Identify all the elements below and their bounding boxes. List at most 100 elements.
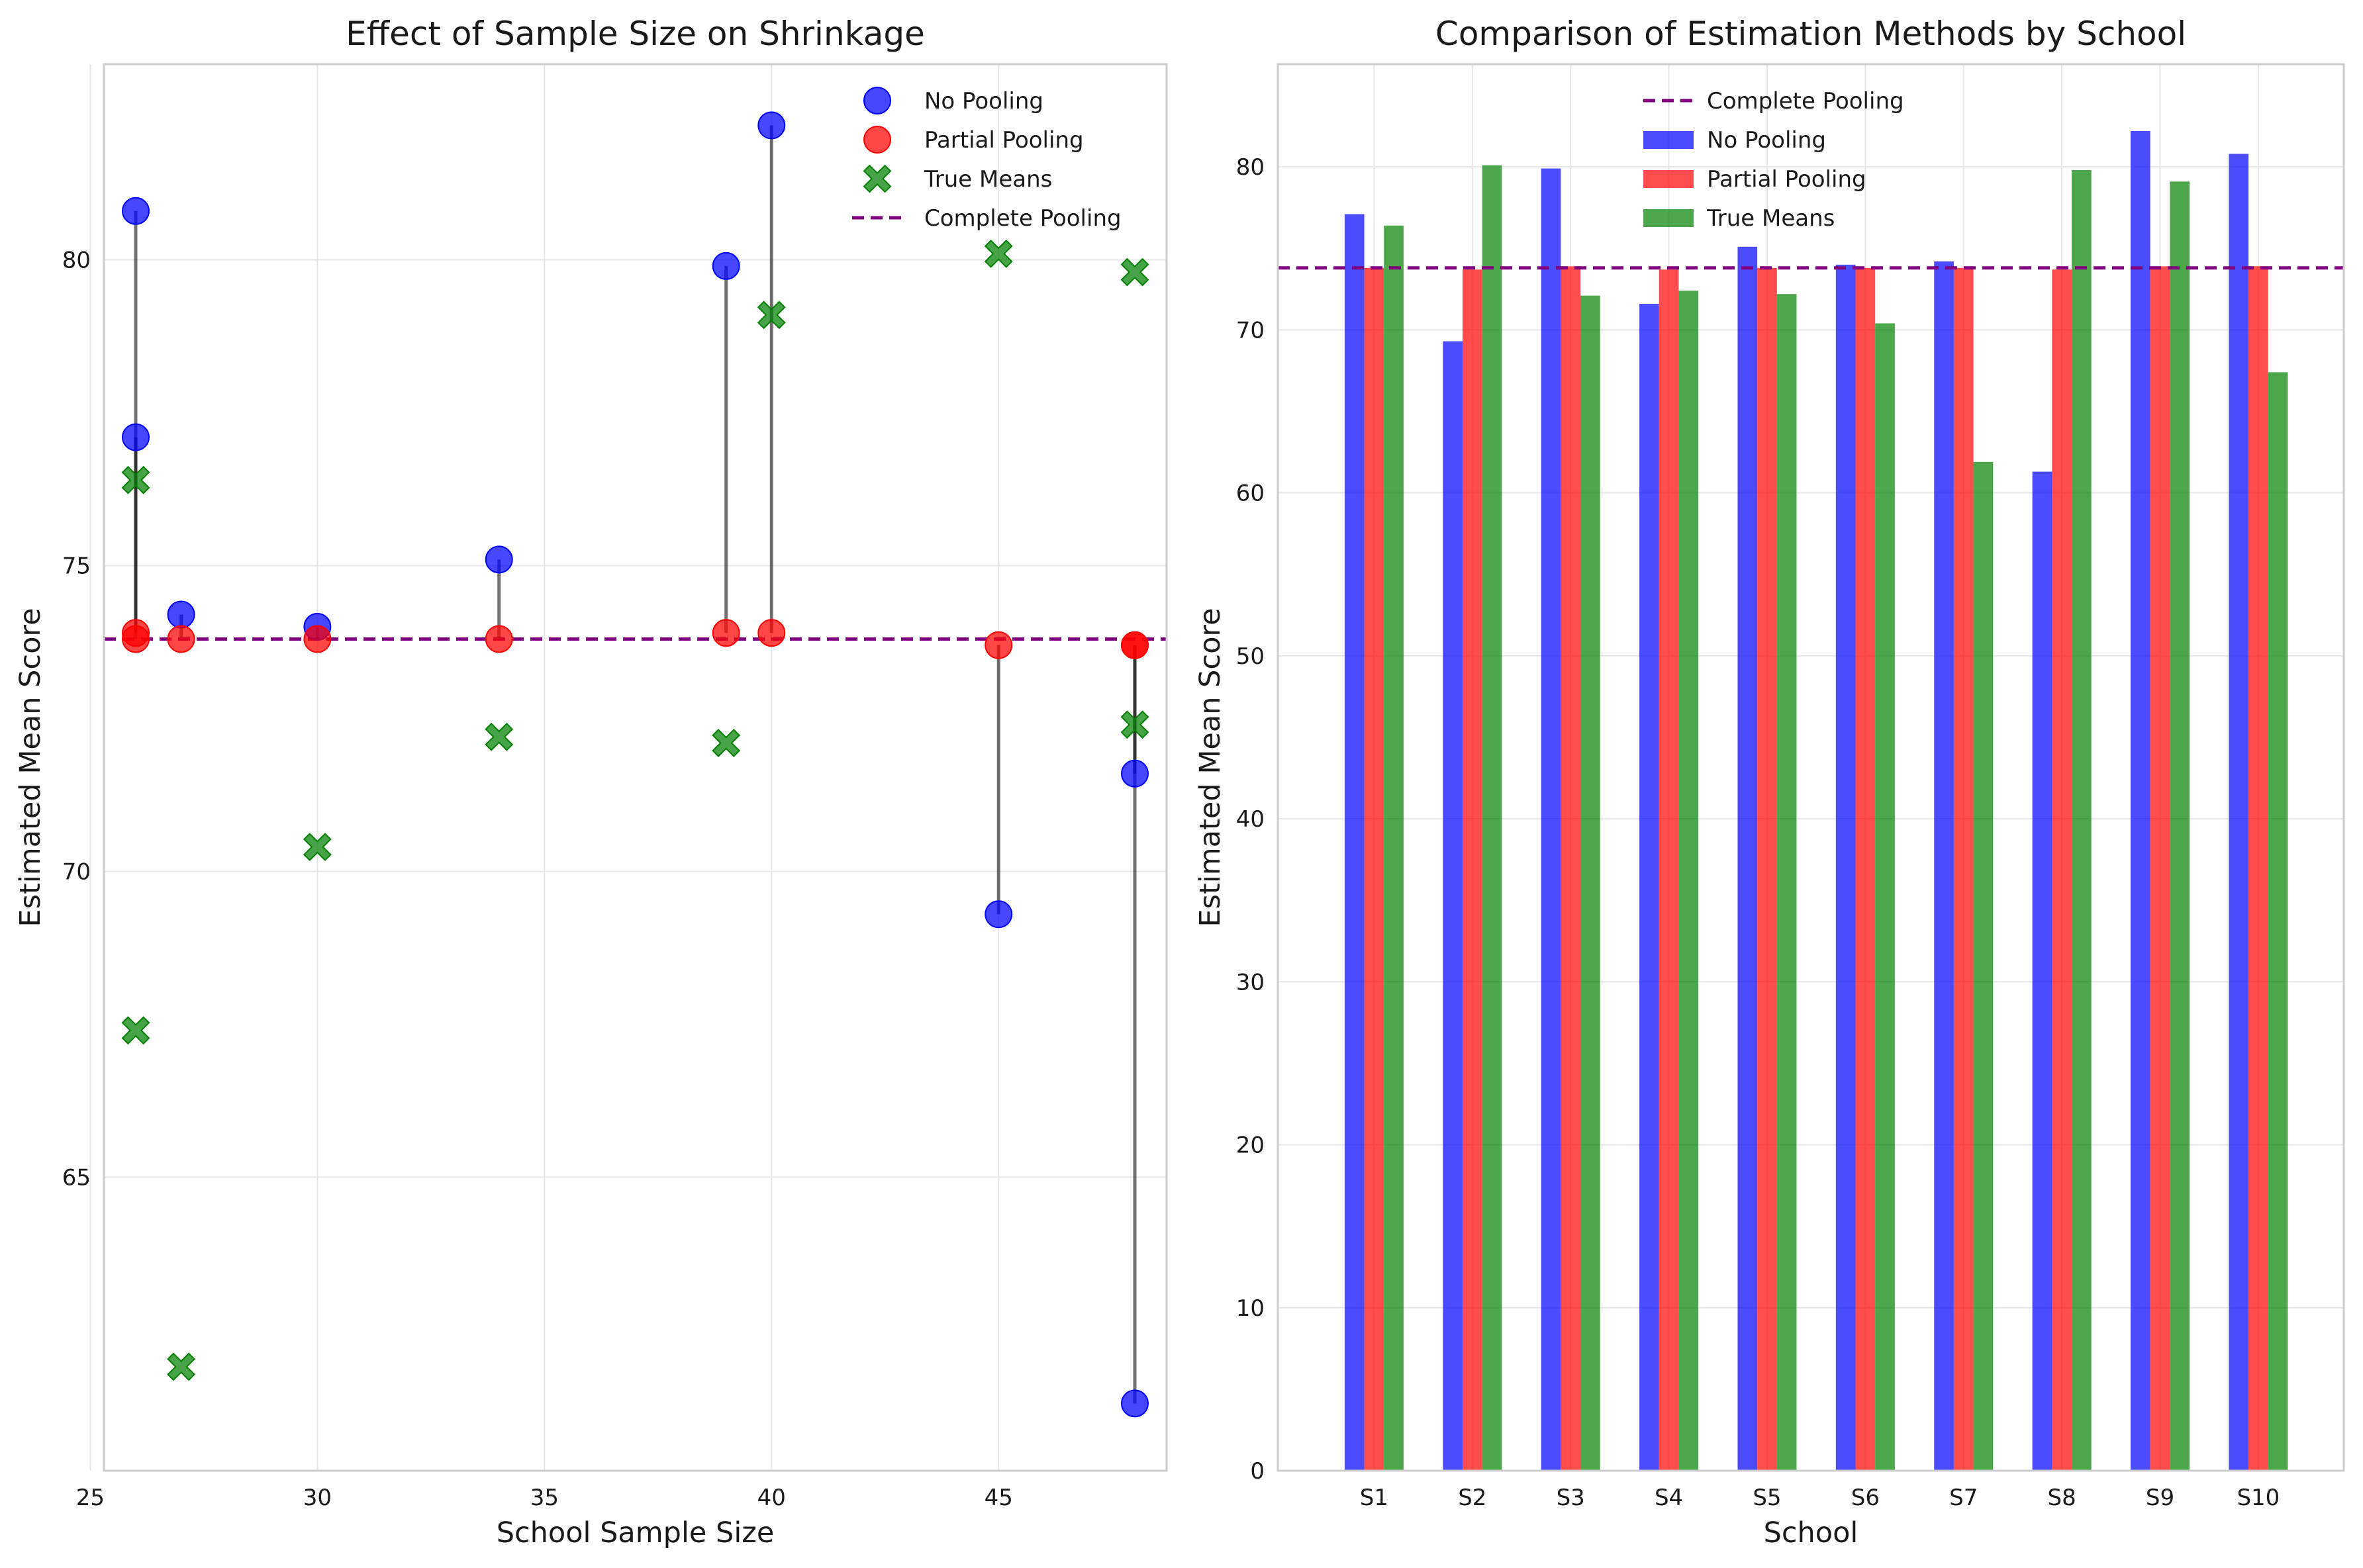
bar-partial-pooling bbox=[1855, 267, 1876, 1471]
true-mean-point bbox=[984, 239, 1013, 268]
bar-partial-pooling bbox=[1462, 269, 1482, 1471]
x-tick-label: S6 bbox=[1851, 1485, 1880, 1511]
bar-spine bbox=[1277, 63, 2345, 1472]
bar-no-pooling bbox=[1934, 261, 1954, 1471]
true-mean-point bbox=[303, 833, 332, 862]
partial-pooling-point bbox=[122, 619, 150, 647]
no-pooling-point bbox=[122, 423, 150, 451]
bar-x-axis-label: School bbox=[1764, 1516, 1858, 1549]
x-tick-label: S8 bbox=[2048, 1485, 2076, 1511]
true-mean-point bbox=[121, 1016, 150, 1045]
true-mean-point bbox=[712, 729, 741, 757]
bar-partial-pooling bbox=[1364, 267, 1384, 1471]
bar-no-pooling bbox=[1443, 341, 1463, 1471]
true-mean-point bbox=[167, 1352, 196, 1381]
scatter-title: Effect of Sample Size on Shrinkage bbox=[346, 15, 925, 53]
legend-true-means-marker bbox=[863, 164, 892, 193]
bar-partial-pooling bbox=[1561, 266, 1581, 1471]
y-tick-label: 30 bbox=[1236, 969, 1265, 995]
partial-pooling-point bbox=[712, 619, 740, 647]
y-tick-label: 60 bbox=[1236, 481, 1265, 507]
bar-chart-panel: 0 10 20 30 40 50 60 70 80 S1 S2 S3 S4 S5 S6 S7 S8 S9 S10 C… bbox=[1194, 15, 2345, 1549]
legend-partial-pooling-swatch bbox=[1643, 170, 1694, 188]
x-tick-label: S5 bbox=[1753, 1485, 1781, 1511]
y-tick-label: 40 bbox=[1236, 806, 1265, 833]
x-tick-label: S2 bbox=[1458, 1485, 1486, 1511]
scatter-points bbox=[121, 111, 1149, 1418]
legend-label: Partial Pooling bbox=[1707, 166, 1866, 193]
no-pooling-point bbox=[485, 545, 513, 574]
bar-true-means bbox=[1384, 225, 1404, 1471]
bar-no-pooling bbox=[2032, 471, 2052, 1471]
no-pooling-point bbox=[1120, 1389, 1149, 1418]
scatter-plot-area bbox=[104, 64, 1167, 1471]
bar-true-means bbox=[1875, 323, 1895, 1471]
bar-true-means bbox=[1482, 165, 1502, 1471]
x-tick-label: S9 bbox=[2146, 1485, 2174, 1511]
legend-label: True Means bbox=[1706, 205, 1835, 232]
bar-partial-pooling bbox=[1953, 267, 1974, 1471]
y-tick-label: 65 bbox=[62, 1165, 91, 1191]
bar-y-axis-label: Estimated Mean Score bbox=[1194, 608, 1227, 927]
x-tick-label: 45 bbox=[985, 1485, 1013, 1511]
y-tick-label: 20 bbox=[1236, 1132, 1265, 1159]
y-tick-label: 10 bbox=[1236, 1295, 1265, 1322]
true-mean-point bbox=[485, 722, 514, 751]
partial-pooling-point bbox=[303, 625, 332, 653]
true-mean-point bbox=[1120, 257, 1149, 287]
no-pooling-point bbox=[757, 111, 786, 140]
bar-partial-pooling bbox=[2248, 266, 2268, 1471]
partial-pooling-point bbox=[485, 625, 513, 653]
y-tick-label: 50 bbox=[1236, 643, 1265, 670]
bar-no-pooling bbox=[1835, 264, 1856, 1471]
bar-true-means bbox=[2071, 170, 2092, 1471]
no-pooling-point bbox=[985, 900, 1013, 929]
bar-true-means bbox=[2170, 181, 2190, 1471]
bar-partial-pooling bbox=[1659, 269, 1679, 1471]
x-tick-label: S7 bbox=[1949, 1485, 1978, 1511]
legend-no-pooling-swatch bbox=[1643, 131, 1694, 149]
legend-label: No Pooling bbox=[924, 88, 1043, 115]
legend-label: No Pooling bbox=[1707, 127, 1826, 154]
bar-no-pooling bbox=[2131, 130, 2150, 1471]
bar-ticks: 0 10 20 30 40 50 60 70 80 S1 S2 S3 S4 S5 S6 S7 S8 S9 S10 bbox=[1236, 154, 2280, 1511]
bar-legend: Complete Pooling No Pooling Partial Poolin… bbox=[1643, 88, 1904, 232]
partial-pooling-point bbox=[757, 619, 786, 647]
x-tick-label: S3 bbox=[1557, 1485, 1585, 1511]
legend-label: True Means bbox=[924, 166, 1052, 193]
true-mean-point bbox=[121, 465, 150, 494]
scatter-spine bbox=[103, 63, 1168, 1472]
scatter-chart-panel: 25 30 35 40 45 65 70 75 80 Effect of Sample Size… bbox=[14, 15, 1168, 1549]
no-pooling-point bbox=[712, 252, 740, 280]
scatter-x-axis-label: School Sample Size bbox=[497, 1516, 775, 1549]
bars bbox=[1344, 130, 2288, 1471]
x-tick-label: S10 bbox=[2237, 1485, 2280, 1511]
y-tick-label: 70 bbox=[62, 859, 91, 886]
bar-partial-pooling bbox=[2150, 266, 2170, 1471]
true-mean-point bbox=[1120, 710, 1149, 739]
bar-no-pooling bbox=[1344, 214, 1365, 1471]
x-tick-label: 30 bbox=[303, 1485, 332, 1511]
no-pooling-point bbox=[122, 197, 150, 225]
legend-label: Complete Pooling bbox=[1707, 88, 1904, 115]
bar-partial-pooling bbox=[1757, 267, 1777, 1471]
bar-title: Comparison of Estimation Methods by Scho… bbox=[1435, 15, 2186, 53]
y-tick-label: 80 bbox=[62, 248, 91, 274]
bar-true-means bbox=[2268, 372, 2288, 1471]
y-tick-label: 80 bbox=[1236, 154, 1265, 181]
bar-true-means bbox=[1678, 291, 1699, 1471]
legend-label: Partial Pooling bbox=[924, 127, 1084, 154]
no-pooling-point bbox=[167, 600, 195, 629]
x-tick-label: 40 bbox=[757, 1485, 786, 1511]
legend-label: Complete Pooling bbox=[924, 205, 1122, 232]
scatter-ticks: 25 30 35 40 45 65 70 75 80 bbox=[62, 248, 1013, 1511]
bar-no-pooling bbox=[1737, 246, 1758, 1471]
x-tick-label: S4 bbox=[1655, 1485, 1683, 1511]
legend-partial-pooling-marker bbox=[863, 126, 891, 154]
x-tick-label: 35 bbox=[530, 1485, 559, 1511]
bar-no-pooling bbox=[2229, 154, 2249, 1471]
true-mean-point bbox=[757, 300, 786, 330]
x-tick-label: 25 bbox=[76, 1485, 105, 1511]
partial-pooling-point bbox=[167, 625, 195, 653]
y-tick-label: 70 bbox=[1236, 317, 1265, 344]
